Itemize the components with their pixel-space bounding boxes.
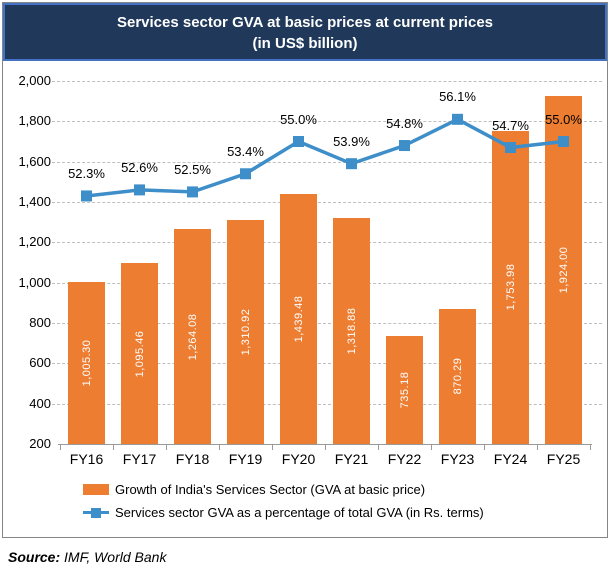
line-point-marker (240, 168, 251, 180)
x-axis-tick (537, 445, 538, 450)
y-axis-label: 1,000 (18, 274, 51, 290)
x-axis-tick (590, 445, 591, 450)
gridline (52, 161, 602, 163)
percent-label: 54.8% (386, 115, 423, 131)
line-point-marker (505, 142, 516, 154)
line-point-marker (187, 186, 198, 198)
gridline (52, 363, 602, 365)
legend: Growth of India's Services Sector (GVA a… (83, 482, 484, 520)
gridline (52, 121, 602, 123)
chart-title-line2: (in US$ billion) (252, 35, 358, 52)
bar: 735.18 (386, 336, 423, 444)
percent-label: 52.3% (68, 165, 105, 181)
percent-label: 52.5% (174, 161, 211, 177)
gridline (52, 323, 602, 324)
legend-label-bar: Growth of India's Services Sector (GVA a… (115, 482, 426, 497)
percent-label: 56.1% (439, 89, 476, 105)
y-axis-label: 800 (29, 315, 51, 330)
x-axis-label: FY19 (228, 451, 263, 467)
x-axis-tick (113, 445, 114, 450)
x-axis-tick (325, 445, 326, 450)
y-axis-label: 2,000 (18, 73, 51, 88)
source-prefix: Source: (8, 549, 61, 565)
x-axis-tick (484, 445, 485, 450)
y-axis-label: 1,600 (18, 153, 51, 169)
x-axis-tick (431, 445, 432, 450)
bar: 1,005.30 (68, 281, 105, 444)
y-axis-label: 400 (29, 395, 51, 411)
y-axis-label: 1,400 (18, 194, 51, 209)
chart-container: Services sector GVA at basic prices at c… (2, 2, 608, 538)
bar: 1,264.08 (174, 229, 211, 444)
x-axis-label: FY25 (546, 451, 581, 467)
percent-label: 53.9% (333, 133, 370, 149)
line-point-marker (452, 113, 463, 125)
x-axis-tick (378, 445, 379, 450)
x-axis-tick (60, 445, 61, 450)
x-axis-tick (166, 445, 167, 450)
line-point-marker (81, 190, 92, 202)
x-axis-label: FY21 (334, 451, 369, 467)
x-axis-label: FY24 (493, 451, 528, 467)
bar: 870.29 (439, 308, 476, 444)
legend-label-line: Services sector GVA as a percentage of t… (115, 505, 484, 520)
gridline (52, 403, 602, 405)
line-point-marker (346, 158, 357, 170)
line-point-marker (558, 136, 569, 147)
line-point-marker (134, 184, 145, 196)
x-axis-line (58, 444, 592, 445)
bar: 1,095.46 (121, 263, 158, 444)
percent-label: 52.6% (121, 159, 158, 175)
source-text: IMF, World Bank (64, 549, 167, 565)
gridline (52, 282, 602, 284)
x-axis-label: FY17 (122, 451, 157, 467)
bar: 1,310.92 (227, 219, 264, 444)
bar: 1,753.98 (492, 130, 529, 444)
line-series (81, 113, 569, 202)
x-axis-label: FY16 (69, 451, 104, 467)
plot-area: 200 400 600 800 1,000 1,200 1,400 1,600 1,800 2,0… (18, 73, 602, 467)
gridline (52, 81, 602, 82)
gridline (52, 202, 602, 203)
line-point-marker (399, 140, 410, 152)
y-axis-label: 1,800 (18, 113, 51, 129)
x-axis-label: FY20 (281, 451, 316, 467)
chart-title-line1: Services sector GVA at basic prices at c… (116, 14, 494, 31)
line-point-marker (293, 136, 304, 147)
line-series-marker-icon (83, 507, 109, 518)
percent-label: 55.0% (545, 111, 582, 127)
x-axis-label: FY23 (440, 451, 475, 467)
chart-title: Services sector GVA at basic prices at c… (3, 3, 607, 61)
y-axis-label: 200 (29, 436, 51, 451)
x-axis-label: FY18 (175, 451, 210, 467)
source-note: Source: IMF, World Bank (8, 549, 166, 565)
y-axis-label: 1,200 (18, 234, 51, 250)
percent-label: 54.7% (492, 117, 529, 133)
x-axis-tick (272, 445, 273, 450)
legend-item-bar: Growth of India's Services Sector (GVA a… (83, 482, 484, 497)
legend-item-line: Services sector GVA as a percentage of t… (83, 505, 484, 520)
x-axis-label: FY22 (387, 451, 422, 467)
x-axis-tick (219, 445, 220, 450)
bar: 1,439.48 (280, 194, 317, 444)
bar: 1,924.00 (545, 96, 582, 444)
bar-series-swatch (83, 484, 109, 495)
percent-label: 53.4% (227, 143, 264, 159)
y-axis-label: 600 (29, 355, 51, 371)
bar: 1,318.88 (333, 218, 370, 444)
percent-label: 55.0% (280, 111, 317, 127)
gridline (52, 242, 602, 244)
